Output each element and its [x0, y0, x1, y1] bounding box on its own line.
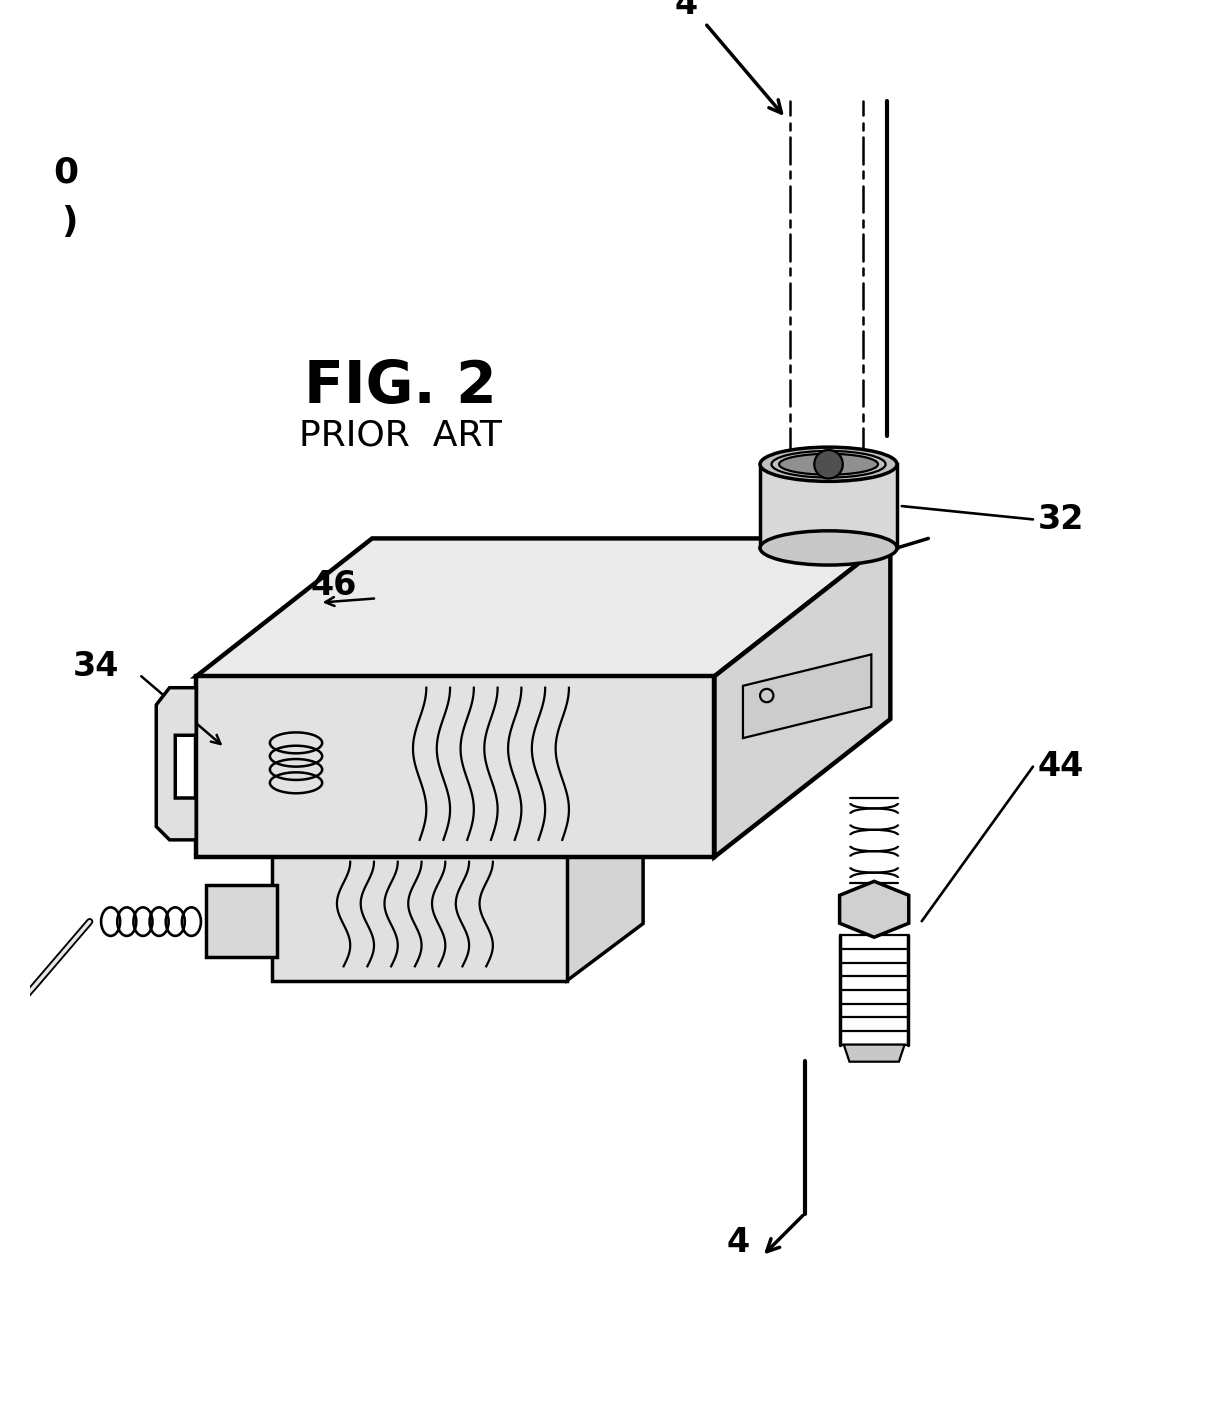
Text: 4: 4: [727, 1225, 750, 1259]
Polygon shape: [761, 464, 896, 547]
Text: 4: 4: [674, 0, 697, 20]
Circle shape: [814, 450, 843, 478]
Text: 0: 0: [53, 156, 79, 190]
Text: 46: 46: [311, 570, 358, 603]
Polygon shape: [742, 655, 871, 739]
Text: 44: 44: [1038, 750, 1084, 783]
Polygon shape: [566, 790, 643, 981]
Ellipse shape: [779, 454, 878, 475]
Ellipse shape: [761, 530, 896, 564]
Text: PRIOR  ART: PRIOR ART: [300, 418, 502, 452]
Polygon shape: [156, 688, 197, 839]
Text: 32: 32: [1038, 503, 1084, 536]
Ellipse shape: [761, 447, 896, 481]
Text: 34: 34: [73, 651, 120, 683]
Polygon shape: [714, 539, 890, 856]
Polygon shape: [197, 539, 890, 676]
Polygon shape: [272, 790, 643, 848]
Polygon shape: [839, 882, 909, 937]
Polygon shape: [844, 1045, 905, 1062]
Polygon shape: [197, 676, 714, 856]
Polygon shape: [272, 848, 566, 981]
Text: FIG. 2: FIG. 2: [304, 357, 497, 415]
Polygon shape: [206, 885, 277, 957]
Text: ): ): [62, 204, 78, 238]
